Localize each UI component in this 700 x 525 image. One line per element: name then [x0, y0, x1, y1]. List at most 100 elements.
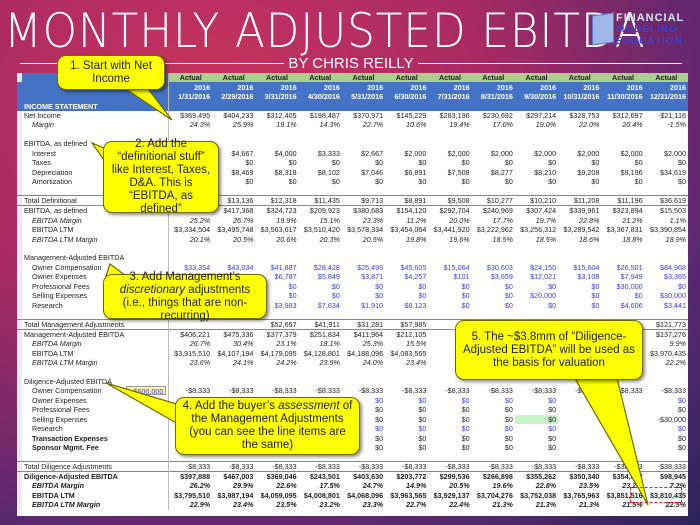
value-cell[interactable]: $209,923 [298, 205, 342, 216]
value-cell[interactable]: $0 [461, 300, 470, 310]
value-cell[interactable]: 23.9% [319, 358, 340, 367]
value-cell[interactable]: $15,064 [443, 262, 470, 272]
value-cell[interactable]: $3,970,435 [650, 348, 686, 358]
value-cell[interactable]: $0 [375, 395, 384, 405]
value-cell[interactable]: $243,501 [298, 471, 342, 482]
value-cell[interactable]: 9.9% [669, 339, 686, 349]
value-cell[interactable]: $12,318 [255, 195, 299, 206]
value-cell[interactable]: $15,604 [573, 262, 600, 272]
value-cell[interactable]: $41,887 [270, 262, 297, 272]
header-cell[interactable]: 9/30/2016 [514, 91, 559, 102]
value-cell[interactable]: $3,441,920 [433, 225, 470, 235]
value-cell[interactable]: $3,704,276 [476, 490, 513, 500]
value-cell[interactable]: 23.6% [189, 358, 211, 367]
value-cell[interactable]: -$8,333 [272, 386, 297, 396]
header-cell[interactable]: Actual [255, 73, 299, 83]
value-cell[interactable]: $0 [591, 177, 600, 187]
value-cell[interactable]: $369,046 [255, 471, 299, 482]
header-cell[interactable]: Actual [514, 73, 559, 83]
value-cell[interactable]: $0 [678, 177, 686, 187]
value-cell[interactable]: 24.3% [189, 120, 211, 130]
value-cell[interactable]: $0 [548, 281, 557, 291]
value-cell[interactable] [428, 318, 472, 330]
value-cell[interactable]: $4,083,565 [390, 348, 427, 358]
header-cell[interactable]: 2016 [601, 82, 645, 92]
value-cell[interactable]: $3,334,504 [174, 225, 211, 235]
value-cell[interactable]: -$8,333 [315, 386, 340, 396]
value-cell[interactable]: $4,068,096 [347, 490, 384, 500]
header-cell[interactable] [385, 101, 429, 111]
value-cell[interactable]: $299,536 [428, 471, 472, 482]
header-cell[interactable]: Actual [385, 73, 429, 83]
value-cell[interactable]: 20.5% [449, 481, 470, 491]
value-cell[interactable]: $0 [504, 405, 513, 415]
value-cell[interactable]: $31,281 [341, 318, 386, 330]
value-cell[interactable]: $323,894 [601, 205, 645, 216]
value-cell[interactable]: 15.5% [406, 339, 427, 349]
header-cell[interactable]: Actual [558, 73, 602, 83]
value-cell[interactable]: $0 [591, 300, 600, 310]
value-cell[interactable]: 23.4% [406, 358, 427, 367]
header-cell[interactable]: Actual [471, 73, 515, 83]
value-cell[interactable]: $397,888 [168, 471, 213, 482]
value-cell[interactable]: $2,667 [361, 148, 384, 158]
value-cell[interactable]: $3,390,854 [650, 225, 686, 235]
value-cell[interactable]: -$8,333 [471, 461, 515, 472]
value-cell[interactable]: $8,469 [231, 167, 254, 177]
value-cell[interactable]: $0 [504, 433, 513, 443]
value-cell[interactable]: 7.2% [669, 481, 686, 491]
value-cell[interactable]: $3,851,516 [606, 490, 643, 500]
value-cell[interactable]: $4,667 [231, 148, 254, 158]
value-cell[interactable]: $0 [331, 291, 340, 301]
value-cell[interactable]: $0 [678, 395, 686, 405]
value-cell[interactable]: $34,619 [660, 167, 686, 177]
value-cell[interactable]: $0 [418, 433, 427, 443]
value-cell[interactable]: $11,435 [298, 195, 342, 206]
value-cell[interactable]: $0 [504, 424, 513, 434]
value-cell[interactable]: $0 [461, 291, 470, 301]
value-cell[interactable]: $4,188,096 [347, 348, 384, 358]
value-cell[interactable]: $0 [548, 424, 557, 434]
value-cell[interactable]: $4,606 [620, 300, 643, 310]
value-cell[interactable]: $0 [418, 158, 427, 168]
value-cell[interactable]: 21.3% [579, 500, 600, 510]
value-cell[interactable]: -$8,333 [428, 461, 472, 472]
value-cell[interactable]: -$8,333 [514, 461, 559, 472]
value-cell[interactable]: $0 [288, 281, 297, 291]
value-cell[interactable]: $0 [504, 443, 513, 453]
value-cell[interactable]: $7,949 [620, 272, 643, 282]
value-cell[interactable]: $0 [418, 291, 427, 301]
header-cell[interactable]: Actual [428, 73, 472, 83]
value-cell[interactable]: $30,603 [486, 262, 513, 272]
value-cell[interactable]: $3,108 [577, 272, 600, 282]
value-cell[interactable]: 1.1% [669, 215, 686, 225]
value-cell[interactable]: $0 [375, 443, 384, 453]
header-cell[interactable]: Actual [298, 73, 342, 83]
value-cell[interactable]: $406,221 [168, 328, 213, 339]
value-cell[interactable]: 19.1% [276, 120, 297, 130]
value-cell[interactable]: -$8,333 [358, 386, 384, 396]
value-cell[interactable]: $354,617 [601, 471, 645, 482]
header-cell[interactable]: Actual [601, 73, 645, 83]
value-cell[interactable]: $28,428 [313, 262, 340, 272]
value-cell[interactable]: $404,233 [223, 111, 254, 121]
value-cell[interactable]: 21.5% [622, 500, 643, 510]
value-cell[interactable]: $0 [375, 414, 384, 424]
value-cell[interactable]: $0 [418, 443, 427, 453]
value-cell[interactable]: $0 [418, 405, 427, 415]
value-cell[interactable]: 18.6% [579, 234, 600, 244]
value-cell[interactable]: $0 [548, 300, 557, 310]
value-cell[interactable]: $0 [418, 395, 427, 405]
value-cell[interactable]: $4,000 [274, 148, 297, 158]
value-cell[interactable]: $20,000 [530, 291, 557, 301]
value-cell[interactable]: $0 [678, 405, 686, 415]
value-cell[interactable]: $2,000 [577, 148, 600, 158]
value-cell[interactable]: $0 [591, 291, 600, 301]
value-cell[interactable]: $312,697 [612, 111, 643, 121]
value-cell[interactable]: $0 [375, 405, 384, 415]
value-cell[interactable]: $3,963,565 [390, 490, 427, 500]
value-cell[interactable]: $0 [548, 433, 557, 443]
value-cell[interactable]: $0 [461, 433, 470, 443]
value-cell[interactable]: 21.3% [535, 500, 557, 510]
value-cell[interactable]: $3,563,617 [260, 225, 297, 235]
